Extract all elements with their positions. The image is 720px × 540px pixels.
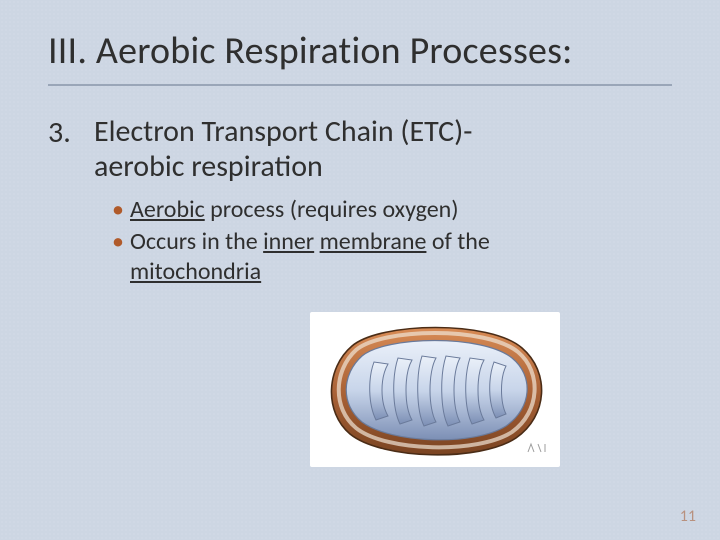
numbered-list-item: 3. Electron Transport Chain (ETC)- aerob… (48, 114, 672, 185)
sub2-line2-u: mitochondria (130, 257, 261, 286)
sub-bullet-list: • Aerobic process (requires oxygen) • Oc… (112, 195, 672, 287)
sub2-mid: of the (426, 227, 489, 256)
mitochondrion-figure (310, 312, 560, 467)
artist-mark-icon (528, 444, 545, 452)
bullet-icon: • (112, 227, 130, 257)
list-text: Electron Transport Chain (ETC)- aerobic … (94, 114, 472, 185)
slide: III. Aerobic Respiration Processes: 3. E… (0, 0, 720, 540)
sub-bullet-1-text: Aerobic process (requires oxygen) (130, 195, 459, 225)
list-text-line1: Electron Transport Chain (ETC)- (94, 113, 472, 150)
list-number: 3. (48, 114, 94, 151)
sub-bullet-2: • Occurs in the inner membrane of the mi… (112, 227, 672, 287)
slide-title: III. Aerobic Respiration Processes: (48, 28, 672, 86)
sub1-underline: Aerobic (130, 195, 205, 224)
mitochondrion-icon (310, 312, 560, 467)
list-text-line2: aerobic respiration (94, 148, 323, 185)
bullet-icon: • (112, 195, 130, 225)
sub2-u2: membrane (320, 227, 427, 256)
sub-bullet-2-text: Occurs in the inner membrane of the mito… (130, 227, 490, 287)
sub1-rest: process (requires oxygen) (205, 195, 459, 224)
page-number: 11 (680, 507, 696, 526)
sub-bullet-1: • Aerobic process (requires oxygen) (112, 195, 672, 225)
sub2-prefix: Occurs in the (130, 227, 263, 256)
sub2-u1: inner (263, 227, 314, 256)
